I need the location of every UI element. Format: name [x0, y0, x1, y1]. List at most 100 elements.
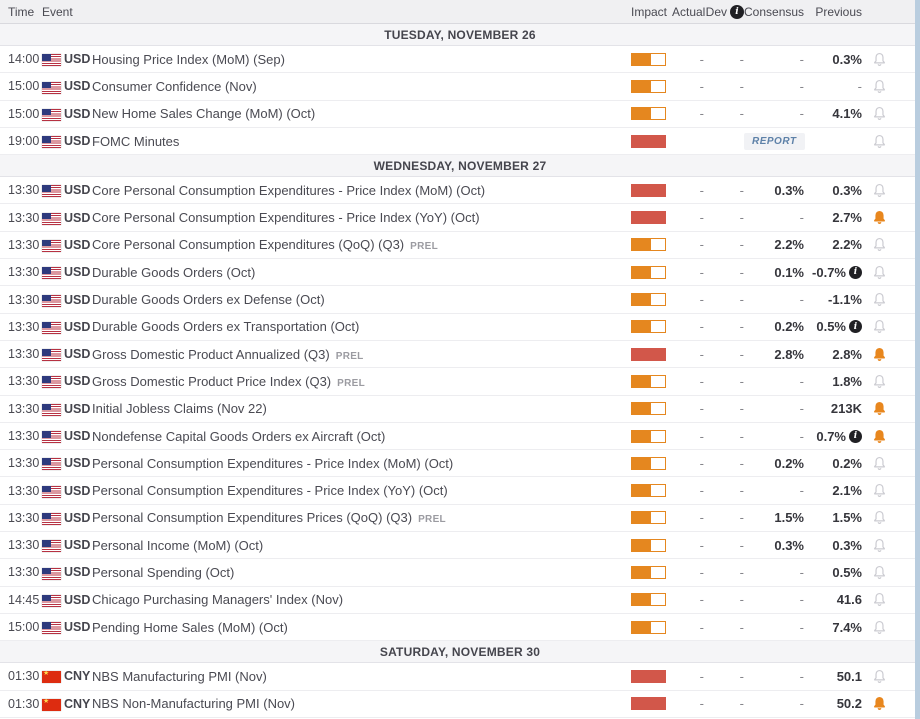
bell-icon — [873, 238, 885, 252]
alert-bell-button[interactable] — [871, 668, 888, 685]
event-currency: CNY — [64, 696, 91, 711]
alert-bell-button-active[interactable] — [871, 428, 888, 445]
alert-bell-button[interactable] — [871, 182, 888, 199]
event-row[interactable]: 13:30 USD Gross Domestic Product Annualize… — [0, 340, 920, 369]
flag-cell — [42, 79, 64, 94]
alert-bell-button[interactable] — [871, 133, 888, 150]
event-row[interactable]: 13:30 USD Personal Income (MoM) (Oct) - - 0.3… — [0, 532, 920, 560]
alert-bell-button-active[interactable] — [871, 209, 888, 226]
event-row[interactable]: 15:00 USD Pending Home Sales (MoM) (Oct) - -… — [0, 613, 920, 642]
event-row[interactable]: 13:30 USD Durable Goods Orders ex Transpor… — [0, 313, 920, 341]
alert-bell-button-active[interactable] — [871, 695, 888, 712]
col-event: Event — [42, 4, 73, 19]
event-name: Personal Spending (Oct) — [92, 564, 235, 580]
event-row[interactable]: 14:00 USD Housing Price Index (MoM) (Sep) -… — [0, 46, 920, 74]
event-row[interactable]: 13:30 USD Core Personal Consumption Expend… — [0, 177, 920, 205]
previous-cell: 0.3% — [804, 183, 862, 198]
cn-flag-icon — [42, 698, 61, 711]
dev-info-icon[interactable]: i — [730, 4, 744, 19]
previous-value: 1.8% — [832, 373, 862, 389]
impact-cell — [627, 265, 672, 279]
event-name: Chicago Purchasing Managers' Index (Nov) — [92, 592, 344, 608]
event-row[interactable]: 13:30 USD Durable Goods Orders ex Defense … — [0, 286, 920, 314]
alert-bell-button[interactable] — [871, 537, 888, 554]
event-row[interactable]: 13:30 USD Personal Consumption Expenditure… — [0, 504, 920, 533]
event-row[interactable]: 13:30 USD Durable Goods Orders (Oct) - - 0.1%… — [0, 259, 920, 287]
event-row[interactable]: 13:30 USD Personal Spending (Oct) - - - 0.5% — [0, 559, 920, 587]
flag-cell — [42, 210, 64, 225]
event-time: 15:00 — [8, 106, 40, 121]
previous-info-icon[interactable]: i — [849, 265, 862, 279]
previous-cell: 0.2% — [804, 456, 862, 471]
consensus-value: - — [799, 210, 804, 226]
event-name: Personal Consumption Expenditures Prices… — [92, 510, 413, 526]
section-header: SATURDAY, NOVEMBER 30 — [0, 641, 920, 664]
previous-value: 0.3% — [832, 537, 862, 553]
event-row[interactable]: 15:00 USD New Home Sales Change (MoM) (Oct… — [0, 100, 920, 128]
event-name: Pending Home Sales (MoM) (Oct) — [92, 619, 288, 635]
actual-value: - — [699, 373, 704, 389]
event-name: FOMC Minutes — [92, 133, 180, 149]
alert-bell-button[interactable] — [871, 78, 888, 95]
event-currency: USD — [64, 210, 91, 225]
alert-bell-button[interactable] — [871, 236, 888, 253]
alert-bell-button[interactable] — [871, 264, 888, 281]
event-name: Personal Consumption Expenditures - Pric… — [92, 455, 454, 471]
report-badge[interactable]: REPORT — [744, 133, 805, 151]
previous-value: 50.2 — [836, 696, 862, 712]
previous-value: 2.8% — [832, 346, 862, 362]
event-row[interactable]: 19:00 USD FOMC Minutes REPORT — [0, 127, 920, 156]
scrollbar[interactable] — [915, 0, 920, 719]
impact-high-bar — [631, 134, 666, 148]
dev-value: - — [739, 346, 744, 362]
event-name-cell: Gross Domestic Product Annualized (Q3) PR… — [92, 347, 627, 362]
event-name: Housing Price Index (MoM) (Sep) — [92, 51, 285, 67]
previous-info-icon[interactable]: i — [849, 429, 862, 443]
event-time: 13:30 — [8, 483, 40, 498]
alert-bell-button[interactable] — [871, 591, 888, 608]
event-time: 13:30 — [8, 510, 40, 525]
alert-bell-button[interactable] — [871, 105, 888, 122]
alert-bell-button[interactable] — [871, 291, 888, 308]
us-flag-icon — [42, 136, 61, 149]
alert-bell-button-active[interactable] — [871, 346, 888, 363]
event-time: 13:30 — [8, 183, 40, 198]
previous-value: 213K — [830, 401, 862, 417]
bell-icon — [873, 620, 885, 634]
flag-cell — [42, 319, 64, 334]
section-header: TUESDAY, NOVEMBER 26 — [0, 24, 920, 46]
col-consensus: Consensus — [744, 4, 805, 19]
event-currency: USD — [64, 374, 91, 389]
calendar-body: TUESDAY, NOVEMBER 26 14:00 USD Housing Pric… — [0, 24, 920, 718]
impact-cell — [627, 374, 672, 388]
event-row[interactable]: 13:30 USD Core Personal Consumption Expend… — [0, 231, 920, 260]
event-row[interactable]: 13:30 USD Initial Jobless Claims (Nov 22) -… — [0, 395, 920, 423]
us-flag-icon — [42, 294, 61, 307]
event-row[interactable]: 13:30 USD Gross Domestic Product Price Ind… — [0, 368, 920, 396]
alert-bell-button[interactable] — [871, 318, 888, 335]
alert-bell-button[interactable] — [871, 455, 888, 472]
event-row[interactable]: 13:30 USD Personal Consumption Expenditure… — [0, 450, 920, 478]
section-title: SATURDAY, NOVEMBER 30 — [379, 644, 541, 659]
previous-cell: 41.6 — [804, 592, 862, 607]
alert-bell-button[interactable] — [871, 482, 888, 499]
actual-value: - — [699, 537, 704, 553]
us-flag-icon — [42, 567, 61, 580]
alert-bell-button-active[interactable] — [871, 400, 888, 417]
flag-cell — [42, 292, 64, 307]
alert-bell-button[interactable] — [871, 619, 888, 636]
us-flag-icon — [42, 458, 61, 471]
event-row[interactable]: 13:30 USD Core Personal Consumption Expend… — [0, 204, 920, 232]
event-row[interactable]: 13:30 USD Personal Consumption Expenditure… — [0, 477, 920, 505]
event-row[interactable]: 14:45 USD Chicago Purchasing Managers' Ind… — [0, 586, 920, 614]
bell-icon — [873, 511, 885, 525]
alert-bell-button[interactable] — [871, 509, 888, 526]
event-row[interactable]: 13:30 USD Nondefense Capital Goods Orders … — [0, 422, 920, 451]
alert-bell-button[interactable] — [871, 373, 888, 390]
previous-info-icon[interactable]: i — [849, 320, 862, 334]
event-row[interactable]: 15:00 USD Consumer Confidence (Nov) - - - - — [0, 73, 920, 101]
alert-bell-button[interactable] — [871, 51, 888, 68]
alert-bell-button[interactable] — [871, 564, 888, 581]
